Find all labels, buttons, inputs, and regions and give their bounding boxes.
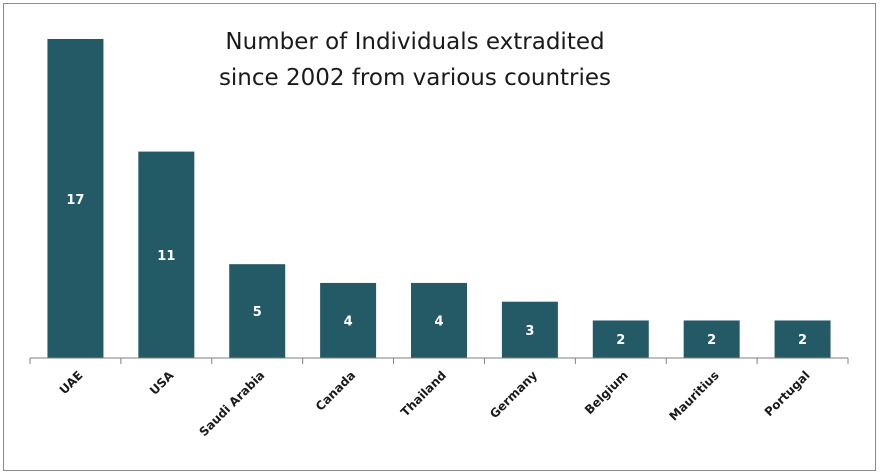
data-label: 4: [344, 314, 353, 329]
bar-saudi-arabia: [229, 264, 286, 358]
x-ticks-group: [29, 358, 849, 364]
chart-title: Number of Individuals extradited since 2…: [190, 24, 640, 96]
data-label: 3: [525, 324, 534, 339]
bar-mauritius: [683, 320, 740, 358]
bar-thailand: [411, 282, 467, 358]
x-tick-label: Mauritius: [667, 368, 722, 423]
data-label: 17: [66, 193, 84, 208]
bar-usa: [138, 151, 195, 358]
x-tick-label: UAE: [57, 368, 86, 397]
bar-germany: [501, 301, 558, 358]
bar-belgium: [592, 320, 649, 358]
data-label: 4: [434, 314, 443, 329]
chart-title-line1: Number of Individuals extradited: [225, 29, 605, 55]
bar-canada: [320, 282, 377, 358]
data-label: 11: [157, 249, 175, 264]
x-tick-label: Germany: [487, 368, 540, 421]
x-labels-group: UAE USA Saudi Arabia Canada Thailand Germany B…: [57, 368, 813, 439]
data-label: 2: [707, 333, 716, 348]
data-label: 2: [798, 333, 807, 348]
x-tick-label: Belgium: [582, 368, 631, 417]
data-label: 5: [253, 305, 262, 320]
x-tick-label: USA: [147, 368, 177, 398]
x-tick-label: Portugal: [762, 368, 813, 419]
x-tick-label: Thailand: [398, 368, 449, 419]
data-labels-group: 17 11 5 4 4 3 2 2 2: [66, 193, 807, 348]
data-label: 2: [616, 333, 625, 348]
bar-portugal: [774, 320, 831, 358]
bars-group: [47, 39, 831, 358]
x-tick-label: Canada: [313, 368, 358, 413]
bar-uae: [47, 39, 104, 358]
chart-title-line2: since 2002 from various countries: [218, 65, 612, 91]
x-tick-label: Saudi Arabia: [196, 368, 267, 439]
